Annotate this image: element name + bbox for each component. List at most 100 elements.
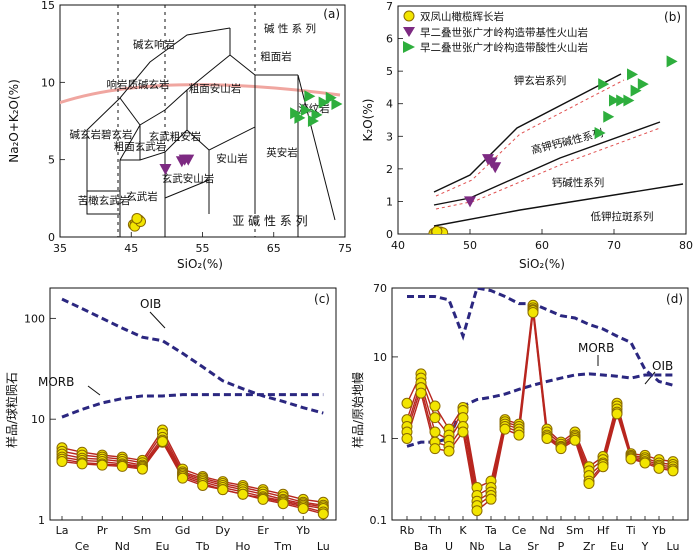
y-tick-label: 5 <box>386 65 393 78</box>
morb-pointer-arrow <box>87 385 101 396</box>
region-label: 响岩质碱玄岩 <box>107 78 170 91</box>
data-point-triangle-right <box>318 96 330 109</box>
y-tick-label: 4 <box>386 98 393 111</box>
data-point-circle <box>583 478 595 490</box>
region-label: 钾玄岩系列 <box>514 74 567 87</box>
data-point-circle <box>116 460 128 472</box>
x-tick-label: P <box>558 540 565 553</box>
legend-label: 双凤山橄榄辉长岩 <box>420 10 504 23</box>
x-tick-label: 60 <box>535 239 549 252</box>
region-label: 玄武粗安岩 <box>149 130 202 143</box>
y-tick-label: 7 <box>386 0 393 13</box>
region-label: 粗面岩 <box>260 50 292 63</box>
x-tick-label: U <box>445 540 453 553</box>
x-tick-label: Gd <box>175 524 191 537</box>
data-point-triangle-right <box>623 94 635 107</box>
x-tick-label: 75 <box>338 242 352 255</box>
data-point-triangle-right <box>616 94 628 107</box>
data-point-circle <box>177 472 189 484</box>
legend-marker-circle <box>403 10 415 22</box>
data-point-circle <box>76 458 88 470</box>
x-tick-label: 80 <box>679 239 693 252</box>
data-point-triangle-right <box>637 78 649 91</box>
sample-pattern-line <box>406 310 674 507</box>
x-tick-label: Nb <box>469 540 484 553</box>
data-point-circle <box>431 225 443 234</box>
y-tick-label: 0 <box>48 231 55 244</box>
x-tick-label: 65 <box>267 242 281 255</box>
data-point-triangle-down <box>489 162 502 174</box>
x-tick-label: Rb <box>400 524 415 537</box>
x-tick-label: Tb <box>195 540 210 553</box>
data-point-triangle-down <box>464 196 476 208</box>
data-point-circle <box>217 484 229 496</box>
y-tick-label: 1 <box>386 195 393 208</box>
y-axis-label: 样品/球粒陨石 <box>4 372 19 448</box>
x-tick-label: Ba <box>414 540 428 553</box>
oib-reference-line <box>61 297 324 415</box>
x-tick-label: Nd <box>115 540 130 553</box>
data-point-circle <box>197 479 209 491</box>
data-point-circle <box>639 457 651 469</box>
data-point-triangle-down <box>182 154 195 166</box>
panel-label: (b) <box>664 10 681 24</box>
oib-pointer-arrow <box>149 311 166 329</box>
y-tick-label: 10 <box>373 351 387 364</box>
data-point-circle <box>257 493 269 505</box>
x-tick-label: Er <box>257 524 269 537</box>
series-label-alkaline: 碱 性 系 列 <box>264 22 316 35</box>
x-tick-label: Ta <box>484 524 497 537</box>
x-tick-label: Sm <box>134 524 152 537</box>
data-point-triangle-right <box>627 68 638 81</box>
y-axis-label: K₂O(%) <box>361 99 375 142</box>
x-tick-label: Ti <box>625 524 635 537</box>
legend-label: 早二叠世张广才岭构造带酸性火山岩 <box>420 41 588 54</box>
x-tick-label: Th <box>427 524 442 537</box>
y-tick-label: 0 <box>386 228 393 241</box>
x-tick-label: 45 <box>124 242 138 255</box>
region-label: 高钾钙碱性系列 <box>530 126 604 156</box>
data-point-circle <box>527 307 539 319</box>
panel-a: 碱玄响岩 响岩质碱玄岩 粗面安山岩 粗面岩 碱玄岩碧玄岩 玄武粗安岩 粗面玄武岩… <box>7 0 352 271</box>
y-tick-label: 70 <box>373 282 387 295</box>
data-point-triangle-right <box>609 94 620 107</box>
data-point-circle <box>667 465 679 477</box>
data-point-triangle-right <box>331 97 343 110</box>
panel-d-series <box>401 288 679 517</box>
panel-c-ticks: 1 10 100 La Ce Pr Nd Sm Eu Gd Tb Dy Ho Er Tm Yb Lu <box>24 312 330 553</box>
data-point-circle <box>625 453 637 465</box>
x-tick-label: K <box>459 524 467 537</box>
data-point-circle <box>541 432 553 444</box>
data-point-triangle-right <box>598 78 610 91</box>
legend-label: 早二叠世张广才岭构造带基性火山岩 <box>420 26 588 39</box>
y-tick-label: 5 <box>48 154 55 167</box>
region-label: 粗面安山岩 <box>189 82 242 95</box>
panel-b-ticks: 40 50 60 70 80 0 1 2 3 4 5 6 7 <box>386 0 693 252</box>
legend: 双凤山橄榄辉长岩 早二叠世张广才岭构造带基性火山岩 早二叠世张广才岭构造带酸性火… <box>403 10 588 54</box>
data-point-circle <box>415 387 427 399</box>
panel-a-points <box>127 90 343 232</box>
panel-d-frame <box>391 287 689 521</box>
data-point-circle <box>401 432 413 444</box>
x-tick-label: Tm <box>273 540 291 553</box>
y-tick-label: 15 <box>41 0 55 12</box>
reference-label-morb: MORB <box>38 375 74 389</box>
region-label: 玄武安山岩 <box>162 172 215 185</box>
x-tick-label: 50 <box>463 239 477 252</box>
data-point-triangle-right <box>666 55 678 68</box>
data-point-circle <box>499 423 511 435</box>
x-tick-label: Sm <box>566 524 584 537</box>
sample-pattern-line <box>406 312 674 513</box>
panel-label: (c) <box>314 292 330 306</box>
x-tick-label: Y <box>641 540 649 553</box>
reference-label-oib: OIB <box>140 297 161 311</box>
x-tick-label: Lu <box>667 540 680 553</box>
data-point-circle <box>485 493 497 505</box>
x-tick-label: Dy <box>215 524 230 537</box>
data-point-circle <box>157 436 168 448</box>
data-point-circle <box>597 461 609 473</box>
oib-pointer-arrow <box>644 371 656 385</box>
y-tick-label: 6 <box>386 33 393 46</box>
x-tick-label: 70 <box>607 239 621 252</box>
